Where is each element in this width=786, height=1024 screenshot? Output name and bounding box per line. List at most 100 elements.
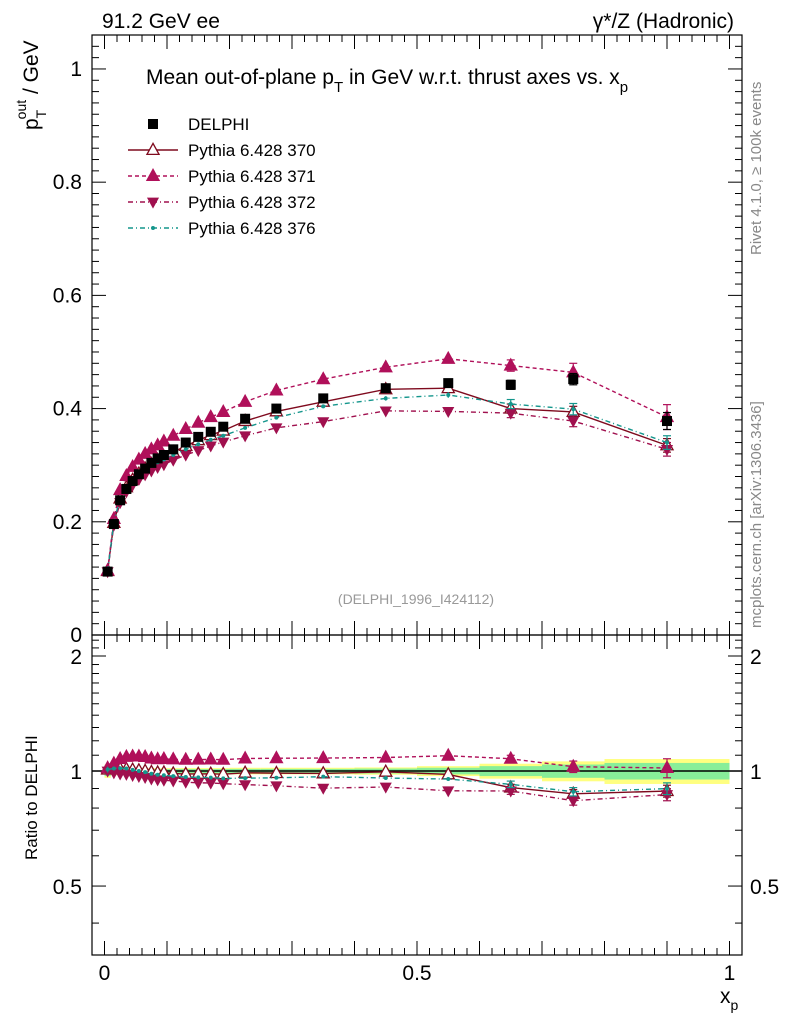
data-point	[503, 357, 518, 371]
ratio-point	[204, 778, 217, 790]
data-point	[442, 407, 455, 419]
y-tick-label: 1	[70, 58, 82, 81]
data-point	[216, 404, 231, 418]
ratio-point	[567, 796, 580, 808]
data-point	[508, 402, 513, 407]
data-point	[205, 426, 216, 437]
data-point	[127, 476, 138, 487]
ratio-point	[161, 773, 166, 778]
ratio-point	[659, 760, 675, 774]
ratio-point	[118, 766, 123, 771]
ratio-point	[208, 775, 213, 780]
data-point	[316, 371, 331, 385]
legend-label: Pythia 6.428 376	[188, 219, 316, 238]
ratio-point	[269, 750, 284, 764]
legend-marker	[151, 226, 155, 230]
data-point	[168, 444, 179, 455]
x-tick-label: 0.5	[402, 962, 431, 985]
data-point	[108, 519, 119, 530]
ratio-y-tick-label: 2	[70, 646, 82, 669]
data-point	[208, 437, 213, 442]
x-axis-label: xp	[720, 985, 739, 1013]
ratio-point	[317, 783, 330, 795]
data-point	[269, 382, 284, 396]
data-point	[193, 431, 204, 442]
ratio-y-tick-label-right: 1	[750, 761, 762, 784]
legend-marker	[145, 168, 161, 182]
ratio-point	[566, 758, 581, 772]
ratio-point	[441, 747, 456, 761]
data-point	[243, 425, 248, 430]
ratio-point	[171, 774, 176, 779]
ratio-point	[167, 776, 180, 788]
ratio-y-tick-label: 0.5	[53, 876, 82, 899]
ratio-point	[136, 769, 141, 774]
legend-label: DELPHI	[188, 115, 249, 134]
x-tick-label: 0	[99, 962, 111, 985]
series-line	[106, 394, 668, 572]
data-point	[152, 453, 163, 464]
ratio-point	[442, 786, 455, 798]
legend-entry-1: Pythia 6.428 370	[128, 141, 316, 160]
y-tick-label: 0.6	[53, 284, 82, 307]
ratio-point	[508, 782, 513, 787]
data-point	[504, 408, 517, 420]
data-series	[100, 350, 675, 808]
data-point	[221, 433, 226, 438]
x-tick-label: 1	[724, 962, 736, 985]
y-tick-label: 0.8	[53, 171, 82, 194]
data-point	[192, 446, 205, 458]
legend-label: Pythia 6.428 372	[188, 193, 316, 212]
ratio-y-tick-label: 1	[70, 761, 82, 784]
data-point	[218, 421, 229, 432]
ratio-point	[316, 750, 331, 764]
ratio-plot-frame	[91, 634, 743, 956]
series-line	[106, 387, 668, 572]
legend-entry-3: Pythia 6.428 372	[128, 193, 316, 212]
data-point	[191, 414, 206, 428]
data-point	[379, 406, 392, 418]
ratio-point	[321, 774, 326, 779]
data-point	[446, 393, 451, 397]
data-point	[567, 416, 580, 428]
data-point	[662, 416, 672, 427]
data-point	[183, 447, 188, 452]
data-point	[321, 404, 326, 409]
axes: 0 0.5 1 0 0.2 0.4 0.6 0.8 1 0.5 0.5 1 1 2 2	[53, 34, 779, 985]
ratio-point	[243, 776, 248, 781]
rivet-version-note: Rivet 4.1.0, ≥ 100k events	[748, 82, 765, 255]
legend-label: Pythia 6.428 371	[188, 167, 316, 186]
ratio-point	[216, 751, 231, 765]
series-line	[106, 410, 668, 572]
ratio-point	[503, 750, 518, 764]
series-pythia-6-428-371	[100, 350, 675, 779]
data-point	[180, 437, 191, 448]
ratio-y-tick-label-right: 2	[750, 646, 762, 669]
data-point	[166, 427, 181, 441]
ratio-point	[379, 782, 392, 794]
ratio-point	[156, 751, 172, 765]
mcplots-reference: mcplots.cern.ch [arXiv:1306.3436]	[748, 401, 765, 628]
data-point	[239, 431, 252, 443]
ratio-point	[196, 775, 201, 780]
y-tick-label: 0.2	[53, 511, 82, 534]
ratio-point	[274, 775, 279, 780]
ratio-point	[217, 779, 230, 791]
data-point	[383, 396, 388, 401]
legend-entry-0: DELPHI	[148, 115, 249, 134]
ratio-point	[183, 774, 188, 779]
data-point	[196, 442, 201, 447]
ratio-point	[155, 772, 160, 777]
ratio-point	[203, 751, 218, 765]
ratio-y-tick-label-right: 0.5	[750, 876, 779, 899]
energy-label: 91.2 GeV ee	[102, 10, 220, 33]
ratio-point	[105, 767, 110, 772]
y-tick-label: 0	[70, 624, 82, 647]
ratio-point	[166, 751, 181, 765]
ratio-point	[111, 766, 116, 771]
series-delphi	[102, 372, 672, 577]
data-point	[217, 437, 230, 449]
ratio-point	[665, 786, 669, 791]
data-point	[203, 409, 218, 423]
